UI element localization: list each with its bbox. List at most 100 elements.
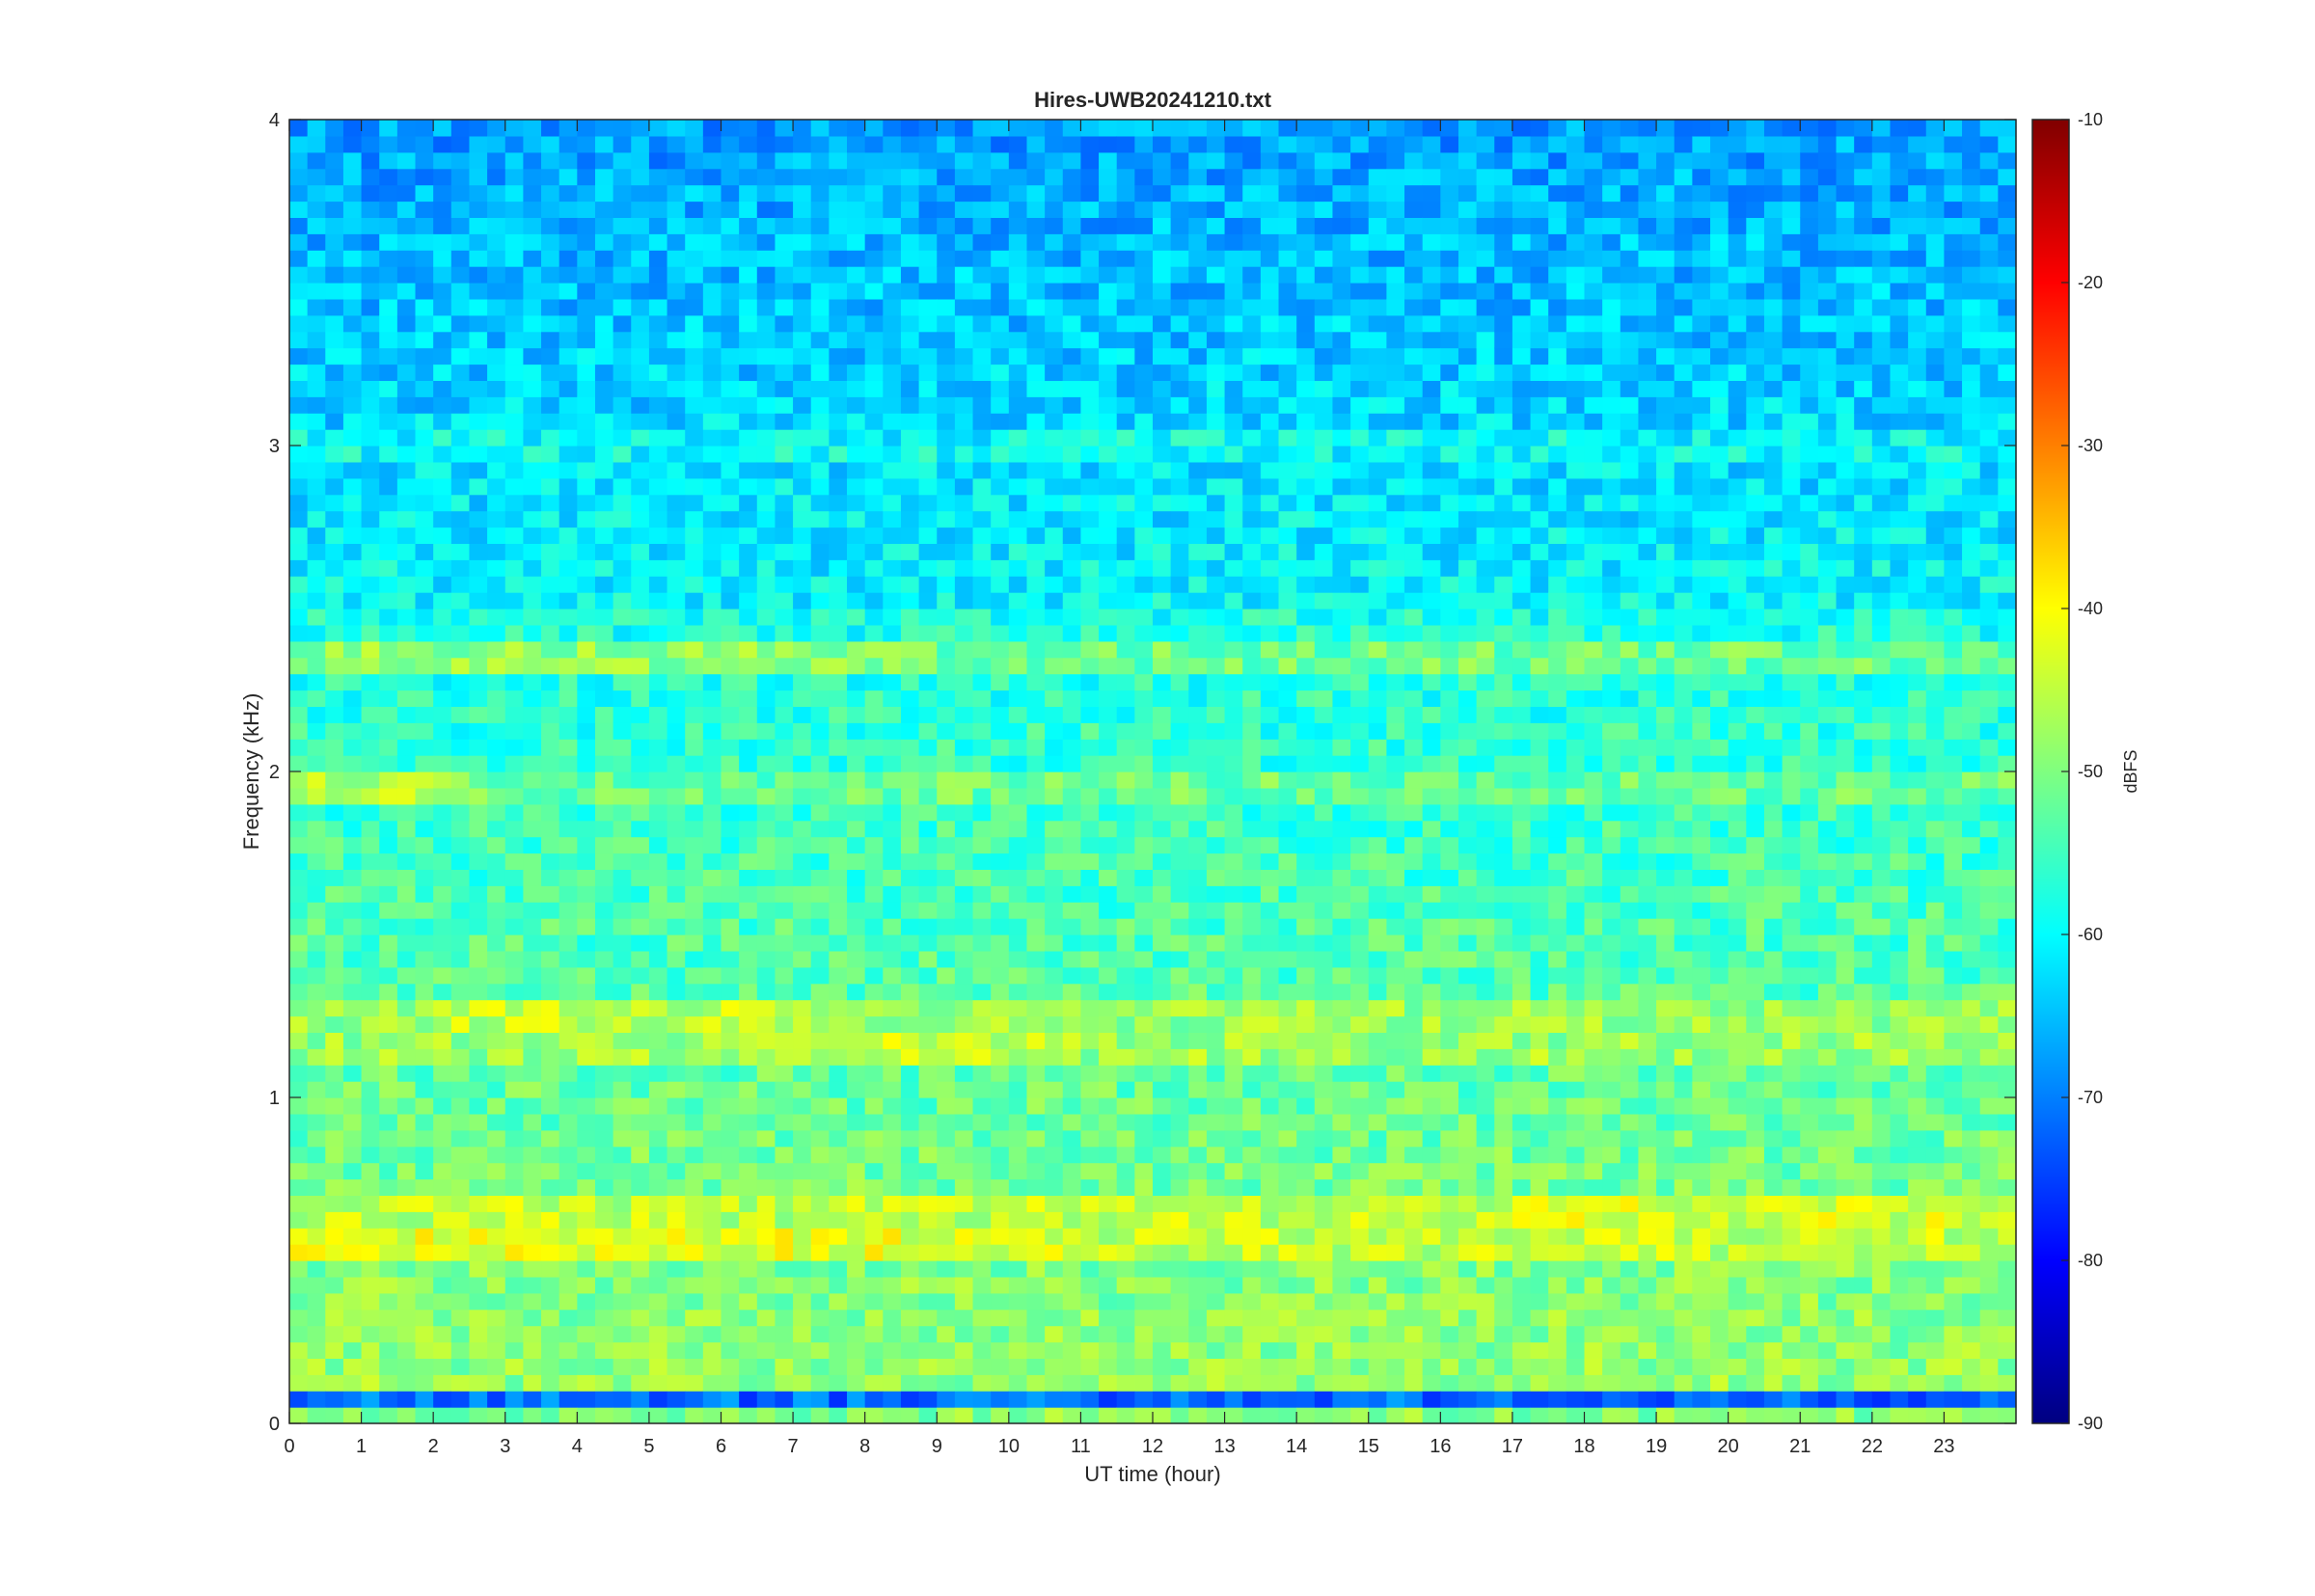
heatmap-cell [577,559,596,577]
heatmap-cell [1242,902,1262,919]
heatmap-cell [450,1097,471,1115]
heatmap-cell [361,657,380,675]
heatmap-cell [954,168,974,186]
heatmap-cell [756,999,776,1017]
heatmap-cell [648,168,668,186]
heatmap-cell [810,950,830,968]
heatmap-cell [1242,283,1262,300]
heatmap-cell [487,543,506,560]
heatmap-cell [756,184,776,203]
heatmap-cell [289,1276,309,1294]
heatmap-cell [631,1015,650,1033]
heatmap-cell [1278,461,1297,479]
heatmap-cell [289,201,309,218]
heatmap-cell [918,120,938,137]
heatmap-cell [864,494,884,512]
heatmap-cell [954,803,974,822]
heatmap-cell [1206,527,1226,544]
heatmap-cell [793,592,812,609]
heatmap-cell [739,201,758,218]
heatmap-cell [1350,640,1370,659]
heatmap-cell [991,1374,1010,1392]
heatmap-cell [1116,1292,1135,1311]
heatmap-cell [325,135,344,153]
heatmap-cell [1368,1325,1387,1343]
heatmap-cell [991,314,1010,333]
heatmap-cell [1099,283,1118,300]
heatmap-cell [883,1081,902,1098]
heatmap-cell [1170,1113,1189,1131]
heatmap-cell [1368,168,1387,186]
heatmap-cell [594,1358,614,1375]
heatmap-cell [325,1341,344,1359]
heatmap-cell [361,918,380,935]
heatmap-cell [1404,1260,1424,1278]
heatmap-cell [396,722,417,740]
heatmap-cell [775,1244,794,1261]
heatmap-cell [379,787,398,805]
heatmap-cell [361,266,380,284]
heatmap-cell [415,576,434,593]
heatmap-cell [756,446,776,463]
heatmap-cell [433,1374,452,1392]
heatmap-cell [1153,1211,1172,1229]
heatmap-cell [541,298,560,316]
heatmap-cell [325,983,344,1001]
heatmap-cell [541,527,560,544]
heatmap-cell [325,298,344,316]
heatmap-cell [829,168,848,186]
heatmap-cell [631,168,650,186]
heatmap-cell [756,559,776,577]
heatmap-cell [450,771,471,789]
heatmap-cell [396,1325,417,1343]
heatmap-cell [702,1228,722,1245]
heatmap-cell [864,413,884,430]
heatmap-cell [721,803,740,822]
heatmap-cell [289,722,309,740]
heatmap-cell [721,217,740,234]
heatmap-cell [1008,120,1028,137]
heatmap-cell [847,934,866,952]
heatmap-cell [954,1113,974,1131]
heatmap-cell [1062,413,1082,430]
heatmap-cell [450,1407,471,1424]
heatmap-cell [1278,706,1297,723]
heatmap-cell [289,1358,309,1375]
heatmap-cell [523,446,542,463]
heatmap-cell [1116,657,1135,675]
heatmap-cell [469,510,488,528]
heatmap-cell [1260,1113,1280,1131]
heatmap-cell [558,1065,578,1082]
heatmap-cell [1386,380,1405,397]
heatmap-cell [577,314,596,333]
heatmap-cell [307,624,326,642]
heatmap-cell [450,640,471,659]
heatmap-cell [1224,1178,1243,1196]
heatmap-cell [1368,1407,1387,1424]
heatmap-cell [847,314,866,333]
heatmap-cell [396,446,417,463]
heatmap-cell [1153,1358,1172,1375]
heatmap-cell [685,820,704,838]
heatmap-cell [558,1178,578,1196]
heatmap-cell [1350,706,1370,723]
heatmap-cell [972,1195,992,1212]
heatmap-cell [361,1178,380,1196]
heatmap-cell [379,413,398,430]
heatmap-cell [1134,184,1154,203]
heatmap-cell [1350,429,1370,446]
heatmap-cell [307,266,326,284]
heatmap-cell [1116,494,1135,512]
heatmap-cell [864,787,884,805]
heatmap-cell [594,739,614,756]
heatmap-cell [613,380,632,397]
heatmap-cell [487,966,506,985]
heatmap-cell [1045,283,1064,300]
heatmap-cell [1153,184,1172,203]
heatmap-cell [469,1195,488,1212]
heatmap-cell [1116,559,1135,577]
heatmap-cell [1314,298,1334,316]
heatmap-cell [1278,609,1297,626]
heatmap-cell [1153,592,1172,609]
heatmap-cell [1170,233,1189,251]
